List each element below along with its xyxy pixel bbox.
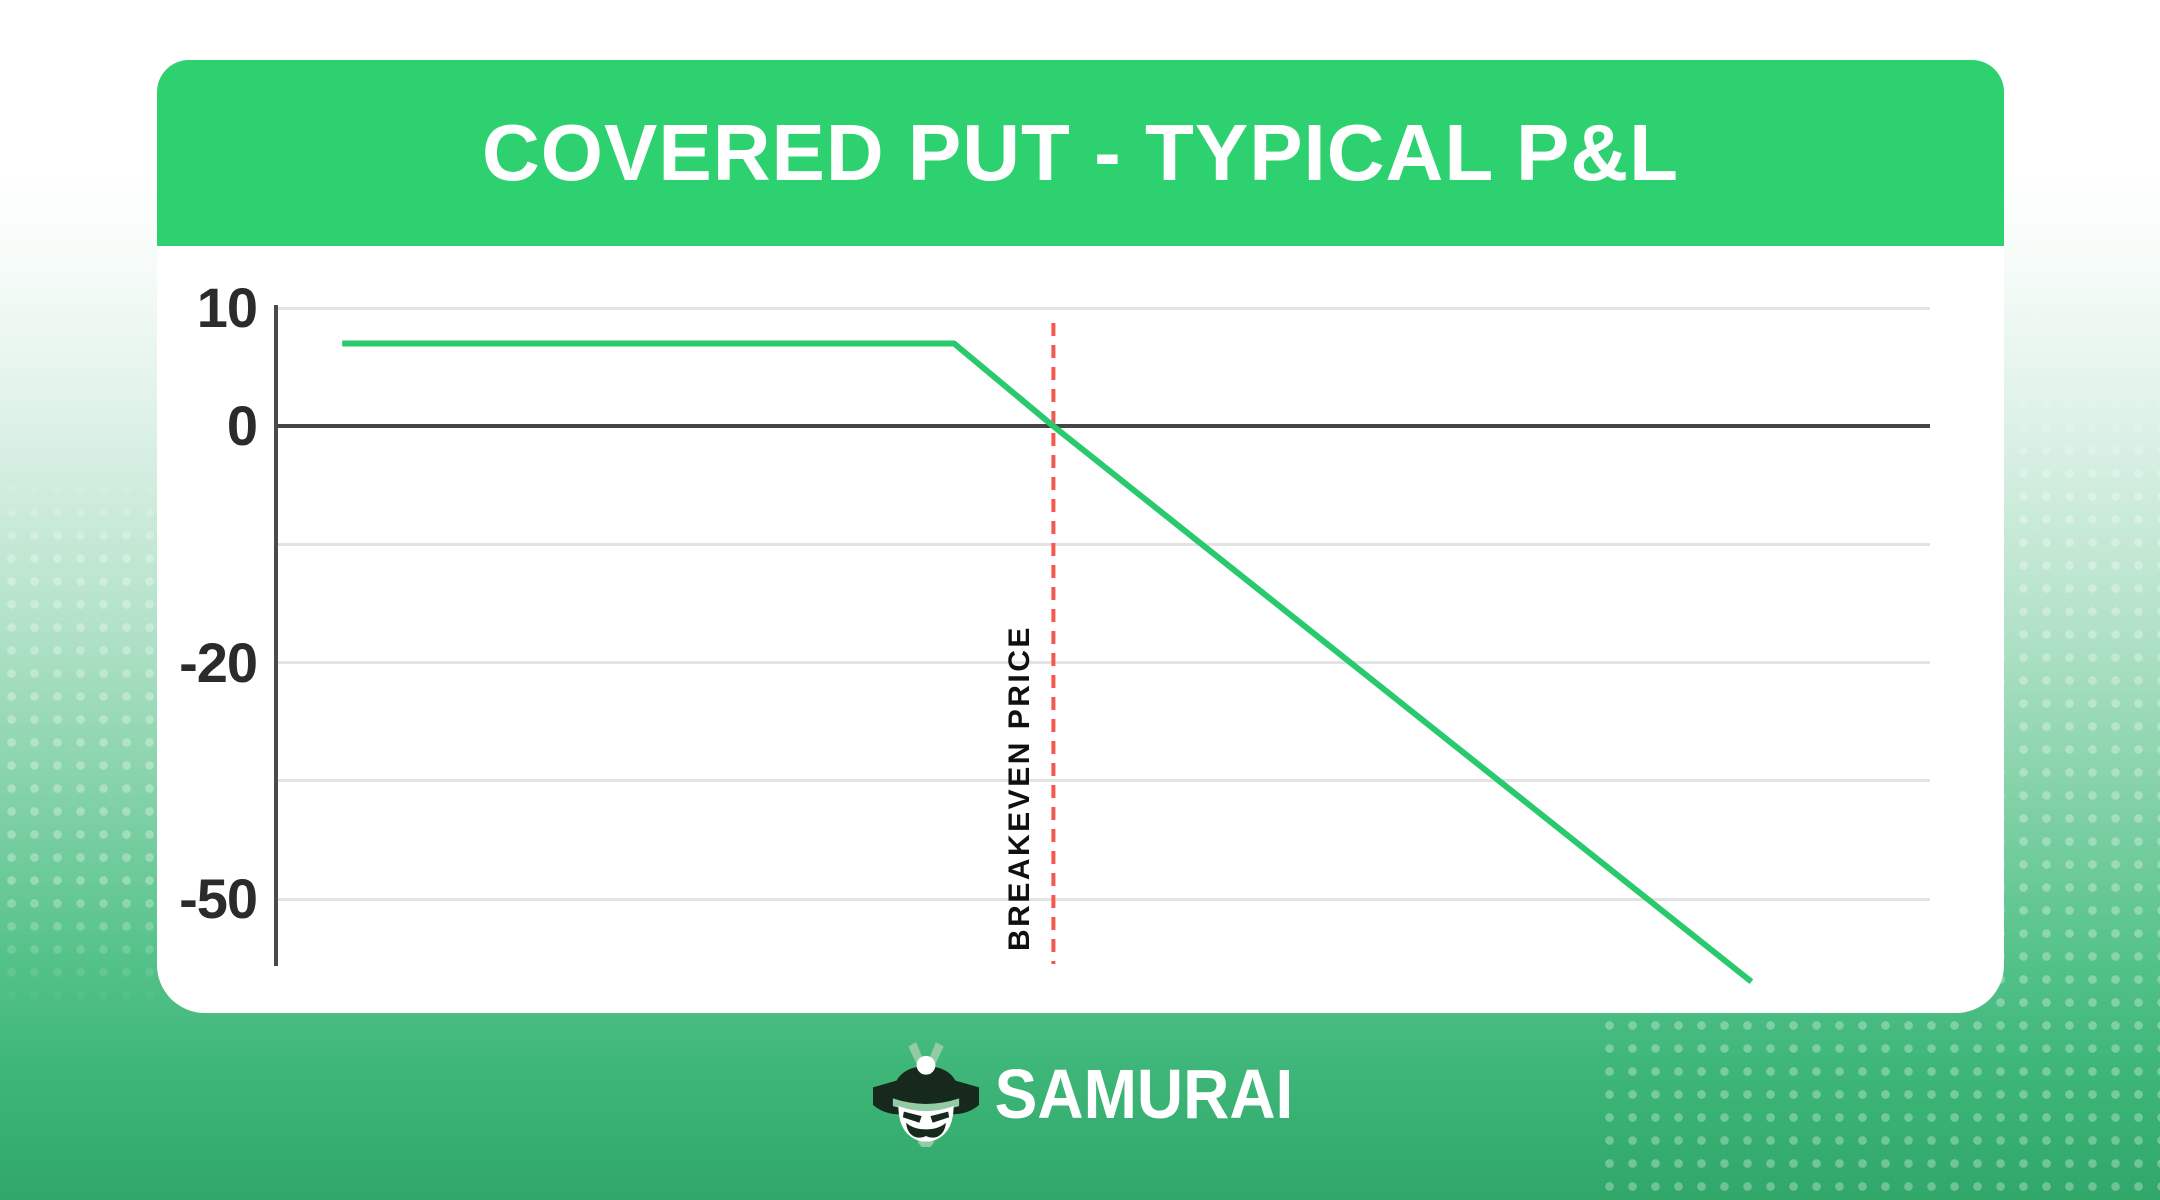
y-tick-label: 10 [196, 276, 258, 339]
chart-card: COVERED PUT - TYPICAL P&L 10 0 -20 -50 BREA… [157, 60, 2004, 1013]
y-tick-label: 0 [226, 394, 258, 458]
gridline [276, 661, 1930, 665]
zero-gridline [276, 424, 1930, 429]
brand-footer: SAMURAI [0, 1032, 2160, 1156]
samurai-helmet-icon [872, 1042, 979, 1147]
card-header-banner: COVERED PUT - TYPICAL P&L [157, 60, 2004, 246]
gridline [276, 542, 1930, 546]
brand-name: SAMURAI [994, 1055, 1294, 1133]
gridline [276, 779, 1930, 783]
y-tick-label: -50 [179, 867, 258, 930]
y-axis-line [274, 305, 278, 966]
gridline [276, 306, 1930, 310]
y-tick-label: -20 [179, 630, 258, 694]
chart-title: COVERED PUT - TYPICAL P&L [482, 108, 1679, 197]
gridline [276, 897, 1930, 901]
breakeven-label: BREAKEVEN PRICE [1003, 625, 1037, 951]
